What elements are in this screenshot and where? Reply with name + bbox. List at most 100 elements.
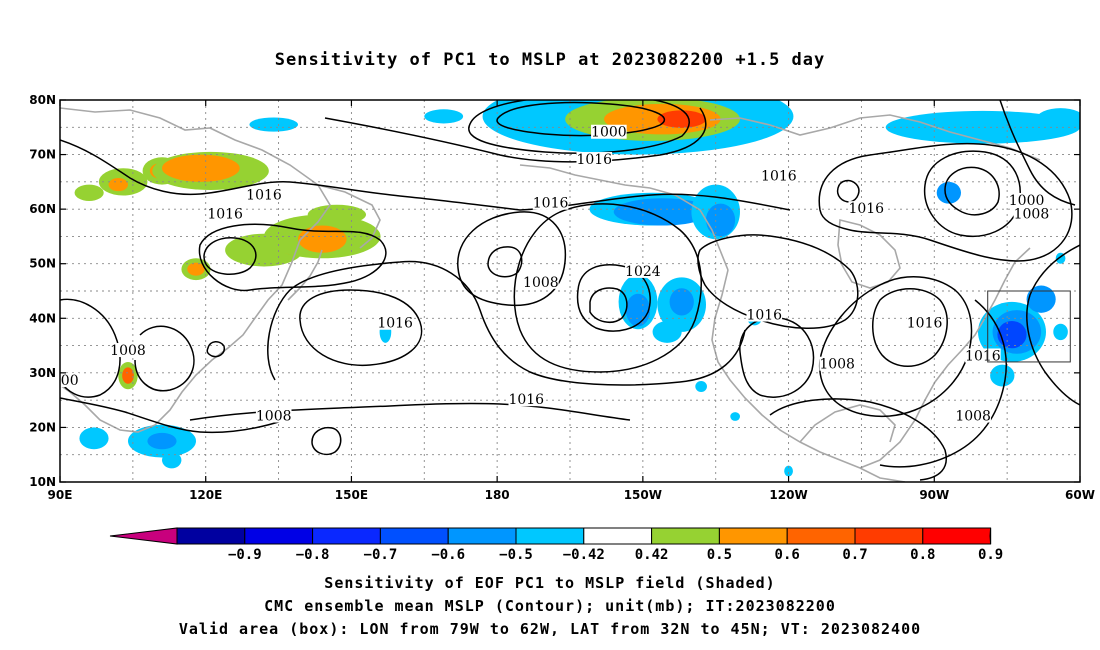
contour-label: 1016	[246, 188, 282, 204]
colorbar-label: −0.7	[364, 547, 398, 563]
contour-1016-arctic	[324, 107, 707, 163]
colorbar-label: 0.5	[707, 547, 732, 563]
sensitivity-patch	[730, 412, 741, 421]
contour-label: 1016	[508, 392, 544, 408]
sensitivity-patch	[74, 184, 104, 201]
contour-label: 1016	[576, 152, 612, 168]
contour-label-bg	[246, 187, 282, 202]
sensitivity-patch	[108, 178, 128, 192]
colorbar-label: 0.9	[978, 547, 1003, 563]
contour-1016-north-america	[697, 234, 859, 329]
sensitivity-patch	[695, 381, 707, 392]
colorbar-label: 0.7	[842, 547, 867, 563]
contour-label-bg	[819, 356, 855, 371]
contour-label: 1024	[625, 264, 661, 280]
sensitivity-patch	[424, 109, 464, 124]
contour-label-bg	[60, 373, 80, 388]
contour-small-3	[836, 179, 860, 203]
contour-label-bg	[591, 124, 627, 139]
contour-label-bg	[110, 343, 146, 358]
sensitivity-patch	[1026, 285, 1056, 313]
sensitivity-patch	[187, 262, 205, 276]
lon-tick-label: 60W	[1065, 488, 1095, 502]
coastline-central-america	[859, 467, 906, 482]
contour-1016-subtropical	[267, 260, 746, 386]
contour-label: 1008	[955, 409, 991, 425]
sensitivity-patch	[1036, 108, 1080, 131]
colorbar-label: 0.42	[635, 547, 669, 563]
lon-tick-label: 150E	[335, 488, 368, 502]
contour-label-bg	[955, 408, 991, 423]
contour-label-bg	[906, 315, 943, 330]
sensitivity-patch	[298, 225, 347, 253]
sensitivity-patch	[669, 288, 694, 316]
colorbar-label: −0.9	[228, 547, 262, 563]
colorbar-label: 0.8	[910, 547, 935, 563]
colorbar-label: 0.6	[775, 547, 800, 563]
sensitivity-patch	[706, 203, 736, 237]
sensitivity-patch	[249, 117, 298, 132]
contour-label: 1008	[110, 343, 146, 359]
contour-label: 1016	[907, 316, 943, 332]
contour-label: 1016	[207, 207, 243, 223]
colorbar-swatch	[854, 527, 924, 545]
lat-tick-label: 70N	[29, 148, 56, 162]
sensitivity-patch	[307, 204, 366, 225]
contour-label: 1008	[523, 275, 559, 291]
colorbar-low-triangle	[109, 527, 178, 545]
colorbar-label: −0.8	[296, 547, 330, 563]
contour-label-bg	[508, 392, 545, 407]
lat-tick-label: 40N	[29, 311, 56, 325]
contour-label: 1016	[761, 168, 797, 184]
lat-tick-label: 50N	[29, 257, 56, 271]
contour-1008-india	[60, 298, 121, 398]
contour-label: 1000	[591, 125, 627, 141]
coastline-arctic-islands	[709, 114, 1041, 161]
contour-label-bg	[1008, 192, 1045, 207]
colorbar-label: −0.5	[499, 547, 533, 563]
sensitivity-patch	[652, 321, 682, 343]
colorbar-swatch	[244, 527, 314, 545]
colorbar-swatch	[922, 527, 992, 545]
contour-label-bg	[255, 408, 292, 423]
colorbar-label: −0.6	[431, 547, 465, 563]
contour-inner-high	[589, 287, 628, 324]
contour-1000-canada	[944, 166, 1000, 216]
sensitivity-patch	[625, 293, 651, 327]
colorbar-high-triangle	[989, 527, 992, 545]
contour-inner-conus	[872, 288, 948, 367]
contour-label-bg	[625, 263, 661, 278]
colorbar: −0.9 −0.8 −0.7 −0.6 −0.5 −0.42 0.42 0.5 0.6 0.7 0.…	[109, 527, 1003, 563]
coastline-asia	[60, 107, 331, 433]
contour-label: 1016	[848, 201, 884, 217]
sensitivity-patch	[1053, 323, 1068, 341]
contour-1016-canada	[818, 142, 1073, 262]
colorbar-swatch	[583, 527, 653, 545]
contour-label: 1008	[819, 357, 855, 373]
sensitivity-patch	[79, 427, 109, 450]
sensitivity-patch	[1085, 272, 1100, 327]
lon-tick-label: 90W	[919, 488, 949, 502]
contour-label-bg	[532, 195, 569, 210]
colorbar-swatch	[786, 527, 856, 545]
valid-area-box	[987, 290, 1071, 363]
contour-label-bg	[965, 348, 1001, 363]
lat-tick-label: 20N	[29, 420, 56, 434]
colorbar-swatch	[718, 527, 788, 545]
coastline-kamchatka	[317, 184, 381, 249]
mslp-contours	[60, 100, 1080, 481]
lat-tick-label: 60N	[29, 202, 56, 216]
contour-1016-siberia	[60, 139, 791, 211]
colorbar-label: −0.42	[563, 547, 605, 563]
lon-tick-label: 180	[485, 488, 510, 502]
sensitivity-patch	[162, 154, 240, 182]
lon-tick-label: 150W	[624, 488, 662, 502]
contour-1000-arctic	[496, 101, 666, 137]
contour-1016-greenland	[999, 100, 1076, 206]
contour-1024-high	[576, 264, 651, 332]
contour-1008-china	[134, 325, 195, 392]
coastline-japan	[287, 249, 323, 301]
contour-label-bg	[848, 201, 885, 216]
contour-small-1	[311, 426, 342, 456]
